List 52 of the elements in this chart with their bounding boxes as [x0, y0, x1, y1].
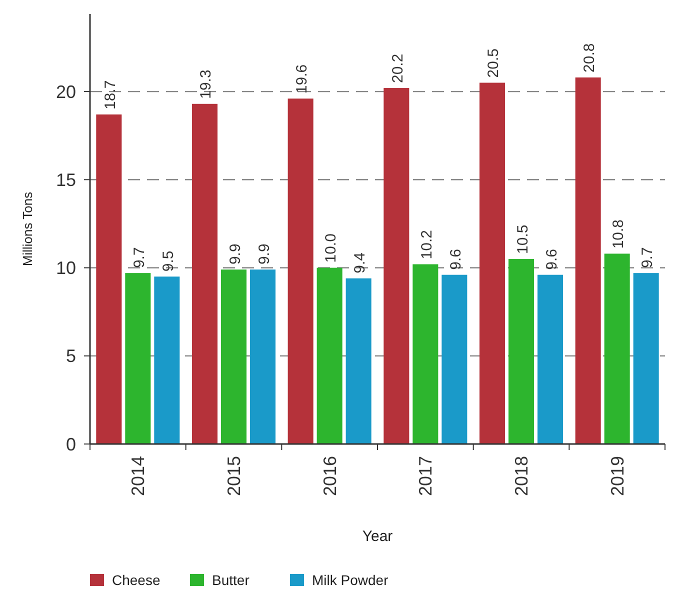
bar	[154, 276, 180, 444]
bar	[537, 274, 564, 444]
x-tick-label: 2019	[607, 456, 628, 496]
bar	[125, 273, 151, 444]
data-label: 20.5	[485, 48, 502, 78]
data-label: 9.5	[160, 250, 177, 272]
x-tick-label: 2017	[416, 456, 436, 496]
data-label: 19.6	[294, 64, 311, 94]
data-label: 20.8	[581, 43, 598, 72]
bar	[508, 258, 534, 444]
x-tick-label: 2016	[320, 456, 340, 496]
y-tick-label: 5	[66, 346, 76, 366]
x-axis-title: Year	[362, 528, 393, 545]
y-tick-label: 20	[56, 82, 76, 102]
data-label: 10.8	[610, 219, 628, 249]
bar	[479, 82, 506, 444]
x-tick-label: 2018	[512, 456, 532, 496]
y-tick-label: 10	[56, 258, 76, 278]
data-label: 9.6	[447, 248, 464, 270]
bar	[575, 77, 601, 444]
y-tick-label: 0	[66, 434, 76, 454]
data-label: 20.2	[389, 54, 406, 84]
data-label: 19.3	[198, 70, 215, 99]
y-axis-title: Millions Tons	[20, 191, 35, 266]
data-label: 9.4	[352, 252, 369, 274]
data-label: 9.9	[226, 244, 244, 265]
bar	[250, 270, 276, 444]
bar	[442, 274, 468, 444]
data-label: 9.7	[130, 247, 148, 268]
bar	[96, 114, 122, 444]
x-tick-label: 2014	[128, 456, 148, 496]
data-label: 9.6	[543, 248, 560, 270]
data-label: 9.7	[639, 247, 656, 268]
bar	[220, 270, 247, 444]
data-label: 9.9	[256, 244, 273, 265]
data-label: 18.7	[102, 80, 119, 110]
bar	[412, 264, 438, 444]
x-tick-label: 2015	[224, 456, 244, 496]
bar	[346, 278, 372, 444]
data-label: 10.2	[418, 230, 436, 260]
bar	[288, 98, 314, 444]
legend-label: Milk Powder	[312, 572, 389, 588]
bar	[384, 88, 410, 444]
y-tick-label: 15	[56, 170, 76, 190]
bar	[192, 104, 218, 444]
data-label: 10.5	[514, 224, 532, 254]
bar	[316, 268, 342, 444]
bar	[633, 273, 659, 444]
legend-label: Cheese	[112, 572, 160, 588]
data-label: 10.0	[322, 234, 340, 263]
bar	[604, 254, 630, 444]
legend-label: Butter	[212, 572, 250, 588]
